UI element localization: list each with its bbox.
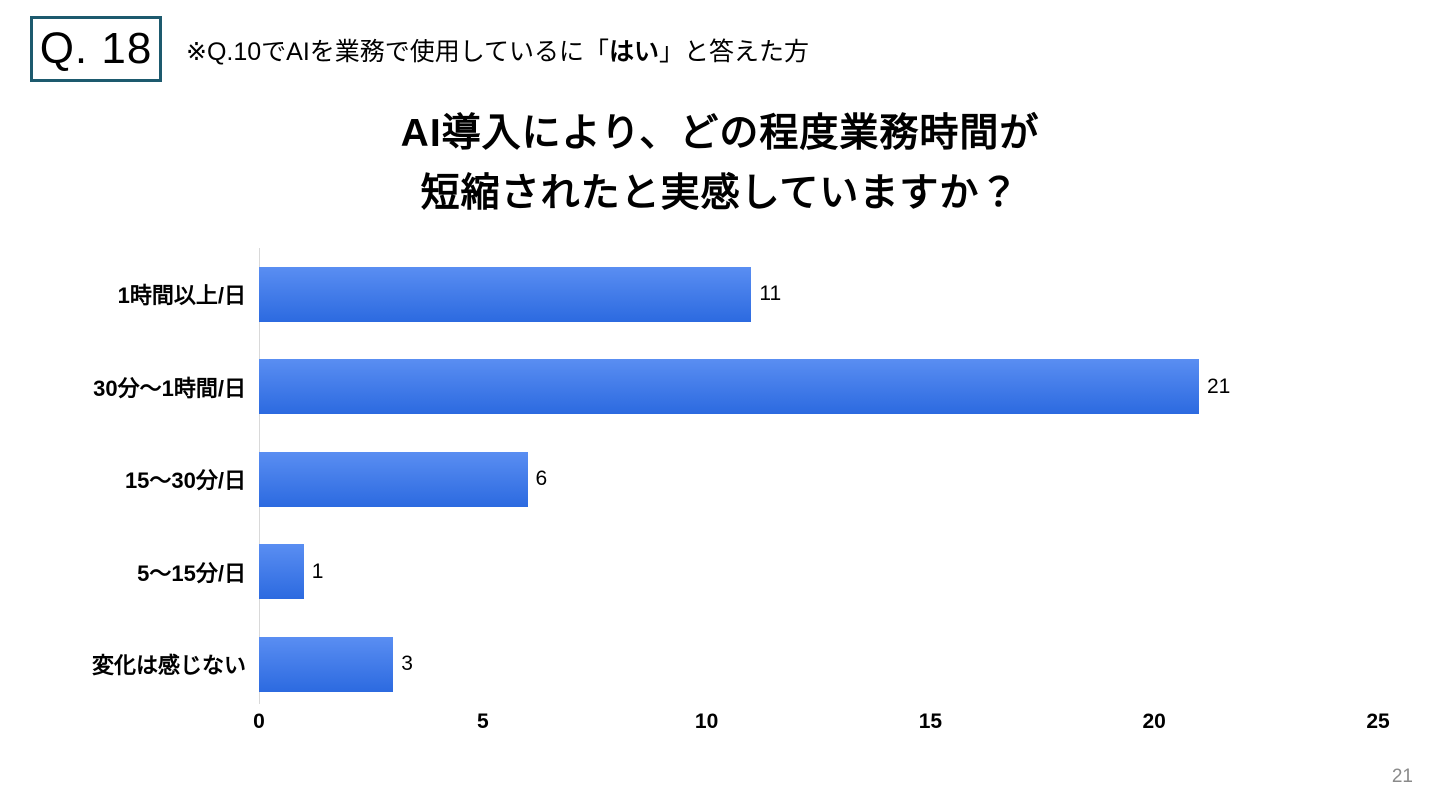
value-label: 1 (311, 559, 324, 583)
x-tick-label: 15 (918, 710, 943, 733)
chart-title-line2: 短縮されたと実感していますか？ (420, 172, 1020, 216)
x-tick-label: 0 (253, 710, 265, 733)
chart-title-line1: AI導入により、どの程度業務時間が (400, 112, 1040, 155)
bar (259, 359, 1199, 415)
filter-note-pre: ※Q.10でAIを業務で使用しているに「 (186, 38, 610, 66)
x-tick-label: 25 (1366, 710, 1390, 733)
x-tick-label: 10 (694, 710, 719, 733)
chart-rows: 1時間以上/日 11 30分～1時間/日 21 15～30分/日 6 5～15分/日 1 変化は… (39, 248, 1378, 711)
chart-title: AI導入により、どの程度業務時間が 短縮されたと実感していますか？ (0, 104, 1440, 225)
bar (259, 266, 752, 322)
bar-track: 1 (259, 526, 1378, 619)
category-label: 変化は感じない (91, 653, 246, 679)
value-label: 21 (1206, 374, 1231, 398)
bar-track: 11 (259, 248, 1378, 341)
category-label: 30分～1時間/日 (93, 375, 246, 401)
chart-row: 15～30分/日 6 (39, 433, 1378, 526)
chart-row: 5～15分/日 1 (39, 526, 1378, 619)
bar-track: 6 (259, 433, 1378, 526)
filter-note-bold: はい (609, 38, 660, 66)
value-label: 11 (759, 282, 782, 306)
bar-track: 21 (259, 341, 1378, 434)
bar (259, 636, 394, 692)
filter-note-post: 」と答えた方 (659, 38, 810, 66)
question-number-label: Q. 18 (39, 24, 153, 73)
chart-row: 30分～1時間/日 21 (39, 341, 1378, 434)
category-label: 15～30分/日 (124, 468, 246, 494)
page-number: 21 (1391, 766, 1413, 787)
bar-chart: 1時間以上/日 11 30分～1時間/日 21 15～30分/日 6 5～15分/日 1 変化は… (39, 248, 1390, 748)
chart-row: 変化は感じない 3 (39, 618, 1378, 711)
value-label: 6 (535, 467, 548, 491)
bar (259, 451, 528, 507)
filter-note: ※Q.10でAIを業務で使用しているに「はい」と答えた方 (186, 32, 809, 68)
category-label: 1時間以上/日 (117, 283, 246, 309)
bar-track: 3 (259, 618, 1378, 711)
x-axis-ticks: 0 5 10 15 20 25 (253, 710, 1390, 744)
chart-row: 1時間以上/日 11 (39, 248, 1378, 341)
value-label: 3 (401, 652, 413, 676)
category-label: 5～15分/日 (137, 560, 246, 586)
question-number-box: Q. 18 (30, 16, 162, 82)
bar (259, 544, 304, 600)
x-tick-label: 20 (1142, 710, 1166, 733)
x-tick-label: 5 (476, 710, 489, 733)
